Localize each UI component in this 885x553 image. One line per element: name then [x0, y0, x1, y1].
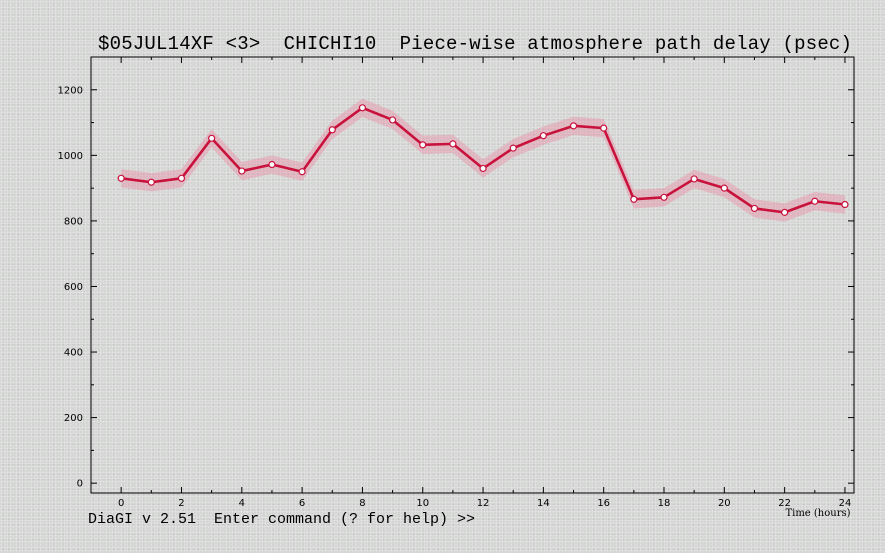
x-tick-label: 4: [239, 498, 245, 509]
x-tick-label: 18: [658, 498, 671, 509]
x-tick-label: 16: [597, 498, 610, 509]
x-tick-label: 14: [537, 498, 550, 509]
data-point: [268, 160, 276, 169]
data-point: [419, 141, 427, 149]
data-point: [690, 175, 698, 183]
data-point: [569, 122, 578, 130]
data-point: [781, 208, 789, 216]
data-point: [750, 204, 759, 213]
x-tick-label: 8: [359, 498, 365, 509]
chart-title: $05JUL14XF <3> CHICHI10 Piece-wise atmos…: [98, 33, 853, 55]
data-point: [208, 134, 216, 142]
y-tick-label: 0: [77, 479, 83, 490]
data-point: [298, 168, 306, 176]
data-point: [841, 200, 849, 209]
y-tick-label: 1200: [58, 85, 83, 96]
command-prompt[interactable]: DiaGI v 2.51 Enter command (? for help) …: [88, 511, 476, 528]
x-tick-label: 0: [118, 498, 124, 509]
y-tick-label: 200: [64, 413, 83, 424]
data-point: [630, 195, 638, 203]
data-point: [479, 164, 487, 173]
data-point: [539, 132, 547, 140]
data-point: [720, 184, 728, 192]
x-tick-label: 20: [718, 498, 731, 509]
plot-frame: [90, 56, 855, 494]
data-point: [600, 124, 608, 132]
y-tick-label: 800: [64, 216, 83, 227]
data-point: [238, 167, 246, 175]
data-point: [147, 178, 155, 186]
x-tick-label: 12: [477, 498, 490, 509]
data-point: [117, 174, 125, 182]
data-point: [177, 174, 186, 182]
y-tick-label: 1000: [58, 151, 83, 162]
y-tick-label: 600: [64, 282, 83, 293]
data-point: [811, 197, 819, 205]
data-point: [660, 193, 668, 201]
data-point: [388, 116, 397, 124]
data-point: [449, 140, 457, 148]
x-tick-label: 24: [839, 498, 852, 509]
x-tick-label: 6: [299, 498, 305, 509]
y-tick-label: 400: [64, 348, 83, 359]
x-tick-label: 22: [778, 498, 791, 509]
tick-labels: 0 2 4 6 8 10 12 14 16 18 20 22 240200400600800100012…: [58, 85, 852, 509]
error-band-area: [121, 98, 845, 222]
data-point: [358, 104, 367, 112]
x-axis-label: Time (hours): [785, 508, 850, 519]
x-tick-label: 2: [178, 498, 184, 509]
data-point: [328, 126, 336, 134]
x-tick-label: 10: [416, 498, 429, 509]
error-band: [121, 98, 845, 222]
data-points: [117, 104, 849, 216]
data-point: [509, 144, 517, 152]
axis-ticks: [90, 57, 854, 493]
